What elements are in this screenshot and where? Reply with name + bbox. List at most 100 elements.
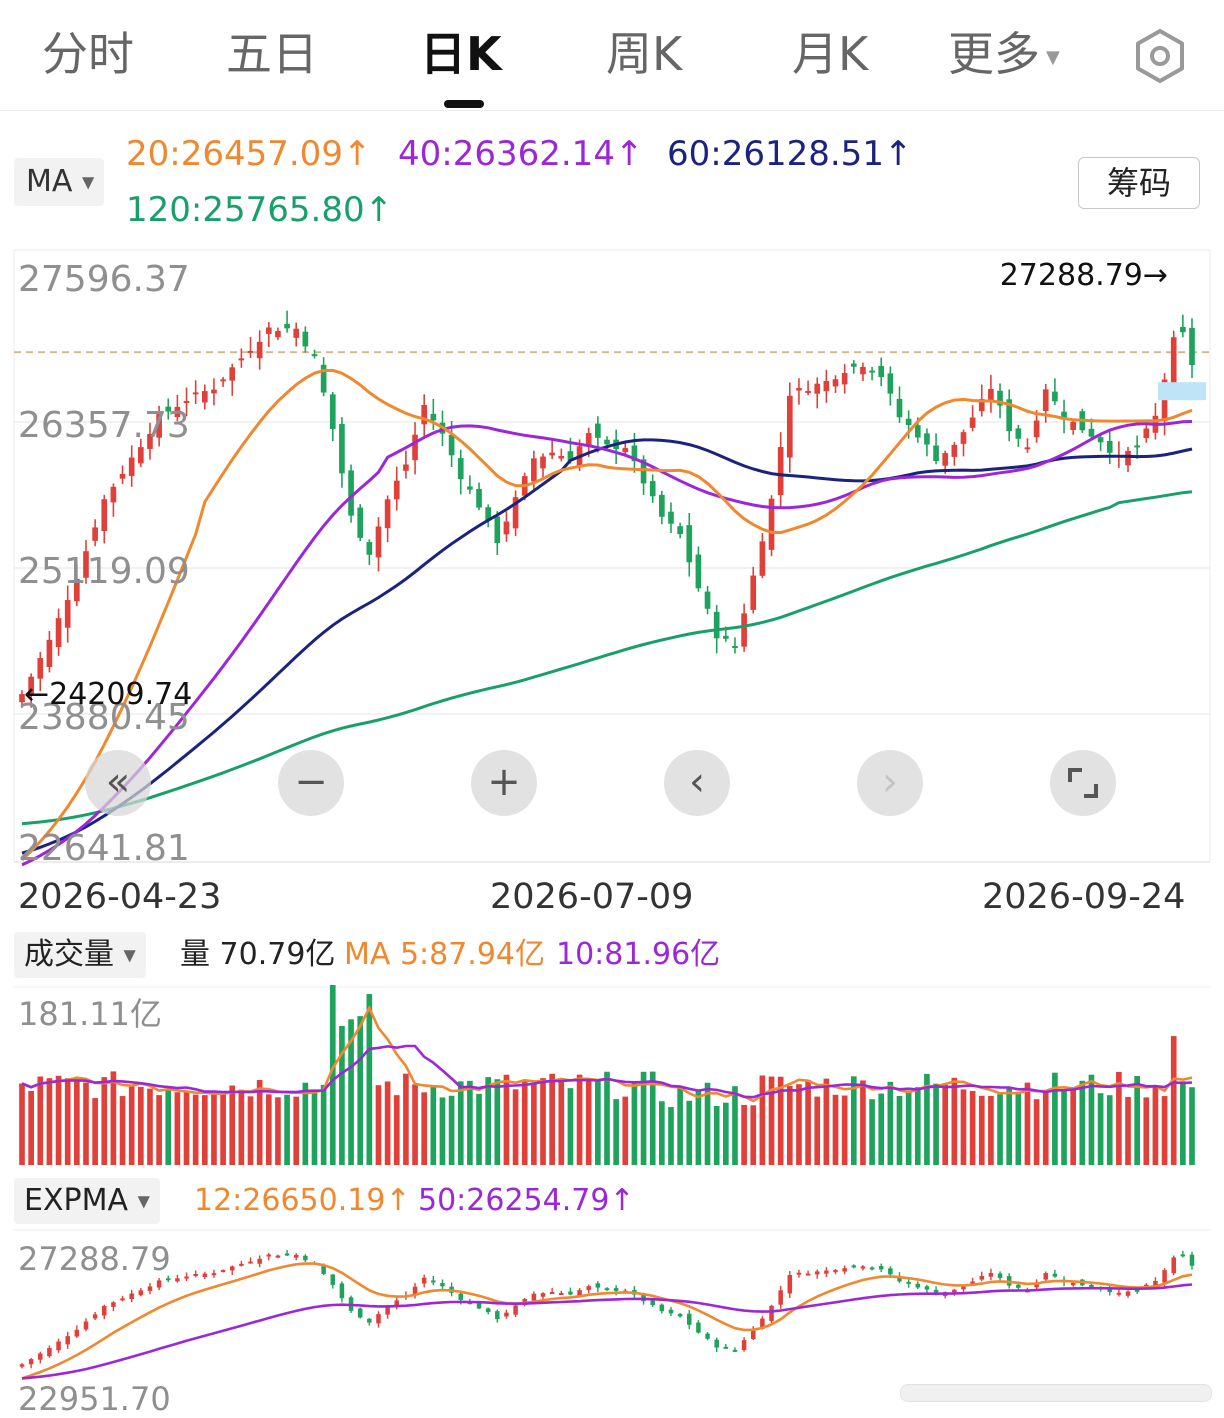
tab-five-day[interactable]: 五日 xyxy=(226,27,318,81)
candle-body xyxy=(329,394,336,429)
tab-daily-k[interactable]: 日K xyxy=(420,27,502,81)
candle-body xyxy=(174,406,181,418)
expma-candle-body xyxy=(202,1273,208,1278)
expma-candle-body xyxy=(1171,1257,1176,1274)
fullscreen-icon xyxy=(1068,768,1098,798)
y-tick-label: 25119.09 xyxy=(18,551,190,592)
expma-candle-body xyxy=(1052,1273,1058,1277)
candle-body xyxy=(256,341,263,359)
tab-monthly-k[interactable]: 月K xyxy=(792,27,869,81)
volume-bar xyxy=(933,1083,939,1165)
volume-bar xyxy=(841,1095,848,1165)
volume-bar xyxy=(201,1095,208,1165)
expma-candle-body xyxy=(961,1285,966,1290)
ma-selector-label: MA xyxy=(26,164,73,199)
expma-candle-body xyxy=(1016,1284,1021,1288)
expma-candle-body xyxy=(595,1283,601,1288)
expma-candle-body xyxy=(549,1292,555,1295)
volume-bar xyxy=(512,1089,519,1165)
volume-bar xyxy=(960,1089,967,1165)
x-tick-label: 2026-09-24 xyxy=(982,877,1185,917)
expma-candle-body xyxy=(495,1311,500,1320)
expma-candle-body xyxy=(1180,1254,1186,1257)
y-tick-label: 26357.73 xyxy=(18,405,190,446)
volume-indicator-selector[interactable]: 成交量 ▼ xyxy=(14,932,146,978)
fullscreen-button[interactable] xyxy=(1050,750,1116,816)
volume-bar xyxy=(1134,1076,1140,1165)
volume-bar xyxy=(311,1090,318,1165)
expma-candle-body xyxy=(412,1286,418,1295)
expma-candle-body xyxy=(531,1293,537,1301)
volume-bar xyxy=(211,1094,217,1165)
expma-indicator-selector[interactable]: EXPMA ▼ xyxy=(14,1178,160,1224)
expma-candle-body xyxy=(814,1271,820,1275)
volume-bar xyxy=(924,1073,930,1165)
expma-candle-body xyxy=(805,1273,811,1276)
tab-more[interactable]: 更多 ▼ xyxy=(948,24,1060,88)
candle-body xyxy=(1097,437,1104,443)
candle-body xyxy=(192,392,199,395)
volume-bar xyxy=(759,1075,766,1165)
candle-body xyxy=(83,551,89,578)
chart-scrollbar[interactable] xyxy=(900,1384,1212,1402)
legend-ma20: 20:26457.09↑ xyxy=(126,134,372,174)
candle-body xyxy=(147,433,153,449)
candle-body xyxy=(722,635,729,639)
candle-body xyxy=(741,613,747,647)
candle-body xyxy=(448,434,455,456)
candle-body xyxy=(1042,389,1049,412)
volume-bar xyxy=(814,1096,821,1165)
settings-hexagon-icon[interactable] xyxy=(1132,28,1188,84)
candle-body xyxy=(951,444,958,457)
line-ma20 xyxy=(20,368,1193,862)
candle-body xyxy=(1170,337,1177,391)
volume-chart[interactable]: 181.11亿 xyxy=(0,985,1224,1170)
ma-indicator-selector[interactable]: MA ▼ xyxy=(14,158,104,206)
volume-bar xyxy=(384,1081,391,1165)
expma-candle-body xyxy=(257,1258,262,1264)
expma-candle-body xyxy=(796,1272,802,1275)
scroll-left-fast-button[interactable]: « xyxy=(85,750,151,816)
volume-bar xyxy=(403,1073,409,1165)
expma-candle-body xyxy=(38,1353,43,1360)
expma-chart[interactable]: 27288.79 22951.70 xyxy=(0,1228,1224,1418)
scroll-prev-button[interactable]: ‹ xyxy=(664,750,730,816)
candle-body xyxy=(476,488,482,508)
expma-candle-body xyxy=(421,1277,427,1284)
chip-distribution-button[interactable]: 筹码 xyxy=(1078,157,1200,209)
tab-intraday[interactable]: 分时 xyxy=(42,27,134,81)
candle-body xyxy=(558,455,565,459)
zoom-in-button[interactable]: + xyxy=(471,750,537,816)
scroll-next-button[interactable]: › xyxy=(857,750,923,816)
expma-candle-body xyxy=(714,1339,719,1348)
tab-weekly-k[interactable]: 周K xyxy=(606,27,683,81)
candlestick-chart[interactable]: 27596.37 26357.73 25119.09 23880.45 22641.81… xyxy=(0,248,1224,928)
volume-bar xyxy=(55,1075,62,1165)
expma-candle-body xyxy=(1089,1284,1094,1288)
volume-bar xyxy=(1024,1082,1031,1165)
volume-bar xyxy=(704,1082,711,1165)
candle-body xyxy=(686,525,693,563)
candle-body xyxy=(512,497,519,529)
volume-bar xyxy=(531,1083,537,1165)
volume-bar xyxy=(878,1093,885,1165)
volume-bar xyxy=(732,1086,738,1165)
volume-bar xyxy=(302,1082,309,1165)
volume-bar xyxy=(393,1095,400,1165)
volume-bar xyxy=(92,1098,98,1165)
expma-candle-body xyxy=(111,1302,116,1307)
candle-body xyxy=(412,434,418,461)
expma-candle-body xyxy=(431,1280,436,1283)
expma-candle-body xyxy=(120,1298,125,1301)
volume-bar xyxy=(805,1080,811,1165)
candle-body xyxy=(850,363,857,367)
expma-candle-body xyxy=(357,1308,363,1318)
y-tick-label: 27596.37 xyxy=(18,259,190,300)
expma-candle-body xyxy=(101,1305,107,1316)
volume-bar xyxy=(494,1079,501,1165)
candle-body xyxy=(348,470,354,516)
zoom-out-button[interactable]: − xyxy=(278,750,344,816)
volume-bar xyxy=(786,1086,793,1165)
expma-candle-body xyxy=(184,1276,189,1279)
volume-bar xyxy=(978,1095,985,1165)
